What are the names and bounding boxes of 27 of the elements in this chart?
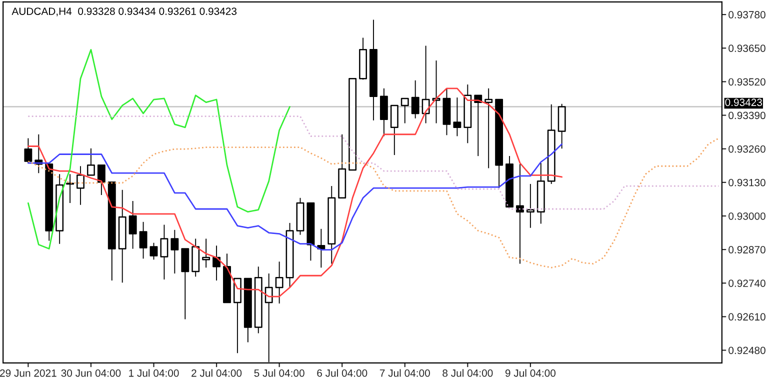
x-tick-label: 6 Jul 04:00	[317, 369, 368, 377]
ref-line-label: 0.93423	[725, 98, 762, 106]
y-tick-label: 0.92480	[728, 346, 766, 354]
y-tick-label: 0.93000	[728, 212, 766, 220]
x-tick-label: 30 Jun 04:00	[61, 369, 121, 377]
x-tick-label: 29 Jun 2021	[0, 369, 56, 377]
y-tick-label: 0.93130	[728, 178, 766, 186]
y-tick-label: 0.93650	[728, 44, 766, 52]
candlestick	[516, 164, 524, 264]
candlestick	[526, 184, 534, 228]
y-tick-label: 0.93260	[728, 145, 766, 153]
line-series	[27, 48, 290, 250]
y-tick-label: 0.92870	[728, 246, 766, 254]
y-tick-label: 0.93520	[728, 78, 766, 86]
y-tick-label: 0.93780	[728, 11, 766, 18]
x-tick-label: 2 Jul 04:00	[192, 369, 242, 377]
candlestick	[484, 88, 493, 168]
x-tick-label: 7 Jul 04:00	[380, 369, 430, 377]
y-tick-label: 0.93390	[728, 112, 766, 120]
x-tick-label: 9 Jul 04:00	[505, 369, 556, 377]
y-tick-label: 0.92610	[728, 313, 766, 321]
x-tick-label: 8 Jul 04:00	[442, 369, 493, 377]
y-tick-label: 0.92740	[728, 280, 766, 287]
x-tick-label: 5 Jul 04:00	[254, 369, 304, 377]
candlestick	[66, 174, 74, 204]
x-tick-label: 1 Jul 04:00	[129, 369, 179, 377]
chart-title: AUDCAD,H4 0.93328 0.93434 0.93261 0.93423	[12, 8, 237, 16]
